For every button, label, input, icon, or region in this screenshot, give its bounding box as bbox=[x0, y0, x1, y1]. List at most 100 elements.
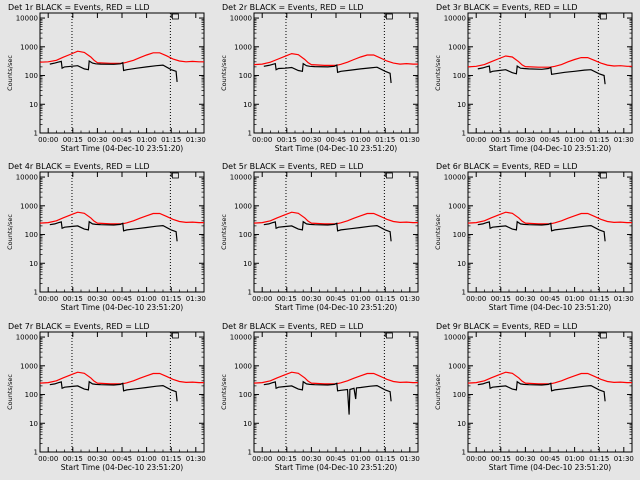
x-tick-label: 01:00 bbox=[137, 136, 157, 144]
y-tick-label: 10000 bbox=[444, 334, 466, 342]
x-tick-label: 00:45 bbox=[540, 136, 560, 144]
series-lld bbox=[39, 211, 204, 225]
series-events bbox=[477, 64, 606, 85]
x-tick-label: 01:30 bbox=[186, 136, 206, 144]
marker-box bbox=[171, 13, 179, 20]
y-tick-label: 100 bbox=[239, 231, 252, 239]
series-lld bbox=[253, 52, 418, 67]
y-tick-label: 1000 bbox=[20, 43, 38, 51]
y-tick-label: 1000 bbox=[448, 43, 466, 51]
y-axis-label: Counts/sec bbox=[6, 214, 14, 250]
x-tick-label: 01:30 bbox=[614, 295, 634, 303]
x-tick-label: 01:15 bbox=[161, 295, 181, 303]
x-tick-label: 00:00 bbox=[466, 295, 486, 303]
panel-det-1: Det 1r BLACK = Events, RED = LLD 1 10 100 10… bbox=[6, 3, 206, 153]
x-tick-label: 00:30 bbox=[301, 136, 321, 144]
x-tick-label: 01:30 bbox=[400, 295, 420, 303]
y-tick-label: 1000 bbox=[234, 362, 252, 370]
series-lld bbox=[467, 55, 632, 68]
y-tick-label: 100 bbox=[239, 391, 252, 399]
x-tick-label: 00:00 bbox=[252, 295, 272, 303]
chart-title: Det 9r BLACK = Events, RED = LLD bbox=[436, 322, 578, 331]
y-tick-label: 1000 bbox=[448, 202, 466, 210]
panel-det-8: Det 8r BLACK = Events, RED = LLD 1 10 100 10… bbox=[220, 322, 420, 472]
chart-title: Det 4r BLACK = Events, RED = LLD bbox=[8, 162, 150, 171]
y-tick-label: 10 bbox=[29, 101, 38, 109]
panel-det-3: Det 3r BLACK = Events, RED = LLD 1 10 100 10… bbox=[434, 3, 634, 153]
series-events bbox=[49, 220, 178, 242]
y-tick-label: 10 bbox=[457, 420, 466, 428]
y-tick-label: 1 bbox=[248, 130, 252, 138]
y-tick-label: 10000 bbox=[444, 15, 466, 23]
series-events bbox=[263, 62, 392, 84]
y-tick-label: 10 bbox=[29, 420, 38, 428]
series-lld bbox=[467, 211, 632, 225]
x-tick-label: 00:30 bbox=[87, 295, 107, 303]
y-tick-label: 10000 bbox=[230, 334, 252, 342]
y-axis-label: Counts/sec bbox=[434, 214, 442, 250]
y-tick-label: 100 bbox=[453, 72, 466, 80]
chart-title: Det 1r BLACK = Events, RED = LLD bbox=[8, 3, 150, 12]
y-tick-label: 100 bbox=[453, 391, 466, 399]
marker-box bbox=[599, 172, 607, 179]
x-tick-label: 01:15 bbox=[161, 136, 181, 144]
y-tick-label: 1000 bbox=[448, 362, 466, 370]
series-events bbox=[49, 59, 178, 82]
y-tick-label: 10 bbox=[457, 101, 466, 109]
x-tick-label: 01:00 bbox=[565, 455, 585, 463]
x-axis-label: Start Time (04-Dec-10 23:51:20) bbox=[275, 303, 397, 312]
y-tick-label: 1 bbox=[248, 449, 252, 457]
y-tick-label: 10 bbox=[243, 420, 252, 428]
x-axis-label: Start Time (04-Dec-10 23:51:20) bbox=[61, 303, 183, 312]
series-events bbox=[263, 220, 392, 242]
x-tick-label: 00:30 bbox=[515, 136, 535, 144]
x-tick-label: 00:30 bbox=[87, 455, 107, 463]
chart-title: Det 8r BLACK = Events, RED = LLD bbox=[222, 322, 364, 331]
x-tick-label: 01:15 bbox=[161, 455, 181, 463]
x-tick-label: 00:15 bbox=[277, 136, 297, 144]
x-tick-label: 00:00 bbox=[252, 136, 272, 144]
y-tick-label: 1 bbox=[462, 289, 466, 297]
y-axis-label: Counts/sec bbox=[220, 374, 228, 410]
panel-det-4: Det 4r BLACK = Events, RED = LLD 1 10 100 10… bbox=[6, 162, 206, 312]
y-tick-label: 10000 bbox=[230, 174, 252, 182]
x-tick-label: 00:30 bbox=[515, 455, 535, 463]
y-tick-label: 1 bbox=[248, 289, 252, 297]
x-tick-label: 00:15 bbox=[277, 455, 297, 463]
marker-box bbox=[385, 172, 393, 179]
series-lld bbox=[467, 371, 632, 385]
x-axis-label: Start Time (04-Dec-10 23:51:20) bbox=[489, 303, 611, 312]
marker-box bbox=[385, 13, 393, 20]
x-tick-label: 00:15 bbox=[491, 455, 511, 463]
x-tick-label: 00:00 bbox=[252, 455, 272, 463]
x-tick-label: 00:45 bbox=[540, 455, 560, 463]
x-tick-label: 00:15 bbox=[277, 295, 297, 303]
y-tick-label: 10 bbox=[243, 101, 252, 109]
x-tick-label: 00:45 bbox=[112, 455, 132, 463]
y-tick-label: 100 bbox=[25, 391, 38, 399]
y-tick-label: 100 bbox=[25, 72, 38, 80]
chart-title: Det 3r BLACK = Events, RED = LLD bbox=[436, 3, 578, 12]
y-tick-label: 1000 bbox=[20, 202, 38, 210]
x-tick-label: 00:15 bbox=[63, 136, 83, 144]
x-tick-label: 00:30 bbox=[87, 136, 107, 144]
x-tick-label: 01:15 bbox=[589, 455, 609, 463]
x-tick-label: 01:30 bbox=[186, 455, 206, 463]
x-tick-label: 00:45 bbox=[326, 295, 346, 303]
y-tick-label: 1 bbox=[462, 449, 466, 457]
y-tick-label: 10000 bbox=[16, 334, 38, 342]
y-tick-label: 10000 bbox=[16, 15, 38, 23]
chart-title: Det 5r BLACK = Events, RED = LLD bbox=[222, 162, 364, 171]
x-tick-label: 01:15 bbox=[589, 295, 609, 303]
series-events bbox=[49, 380, 178, 402]
y-axis-label: Counts/sec bbox=[6, 55, 14, 91]
y-axis-label: Counts/sec bbox=[434, 55, 442, 91]
x-tick-label: 00:00 bbox=[466, 136, 486, 144]
x-tick-label: 00:30 bbox=[515, 295, 535, 303]
x-tick-label: 01:00 bbox=[351, 136, 371, 144]
x-axis-label: Start Time (04-Dec-10 23:51:20) bbox=[275, 144, 397, 153]
series-events bbox=[477, 380, 606, 402]
y-tick-label: 1000 bbox=[234, 202, 252, 210]
